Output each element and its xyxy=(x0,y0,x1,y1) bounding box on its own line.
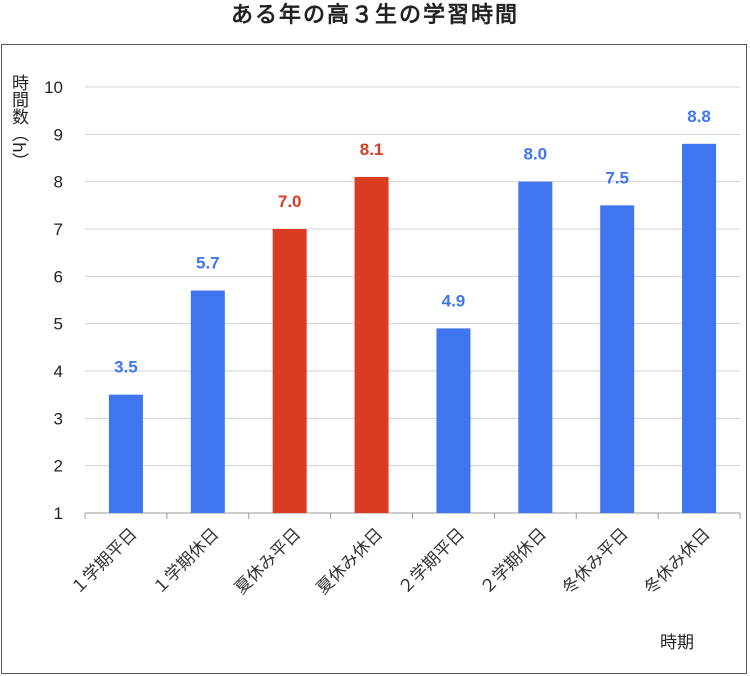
x-tick-label: 冬休み平日 xyxy=(558,524,632,598)
bar xyxy=(108,394,143,513)
y-tick-label: 3 xyxy=(54,409,63,428)
x-tick-label: ２学期平日 xyxy=(395,524,469,598)
data-label: 8.0 xyxy=(523,145,547,164)
bar xyxy=(518,181,553,513)
y-tick-label: 8 xyxy=(54,173,63,192)
x-tick-label: 冬休み休日 xyxy=(640,524,714,598)
y-tick-label: 1 xyxy=(54,504,63,523)
y-tick-label: 5 xyxy=(54,315,63,334)
data-label: 5.7 xyxy=(196,254,220,273)
x-tick-label: １学期休日 xyxy=(149,524,223,598)
x-tick-label: １学期平日 xyxy=(67,524,141,598)
data-label: 7.0 xyxy=(278,192,302,211)
bar xyxy=(272,229,307,513)
bar xyxy=(600,205,635,514)
y-tick-label: 7 xyxy=(54,220,63,239)
x-tick-label: ２学期休日 xyxy=(477,524,551,598)
y-tick-label: 10 xyxy=(44,78,63,97)
data-label: 7.5 xyxy=(605,168,629,187)
bar xyxy=(354,176,389,513)
data-label: 8.8 xyxy=(687,107,711,126)
x-tick-label: 夏休み平日 xyxy=(231,524,305,598)
chart-frame xyxy=(1,44,747,674)
data-label: 3.5 xyxy=(114,358,138,377)
bar xyxy=(190,290,225,513)
bar xyxy=(436,328,471,513)
data-label: 8.1 xyxy=(360,140,384,159)
y-tick-label: 4 xyxy=(54,362,63,381)
x-tick-label: 夏休み休日 xyxy=(313,524,387,598)
x-axis-label: 時期 xyxy=(660,633,694,653)
data-label: 4.9 xyxy=(442,291,466,310)
bar xyxy=(682,143,717,514)
y-tick-label: 9 xyxy=(54,125,63,144)
y-tick-label: 2 xyxy=(54,457,63,476)
y-tick-label: 6 xyxy=(54,267,63,286)
y-axis-label: 時間数（h） xyxy=(8,74,28,170)
chart-title: ある年の高３生の学習時間 xyxy=(230,3,519,28)
